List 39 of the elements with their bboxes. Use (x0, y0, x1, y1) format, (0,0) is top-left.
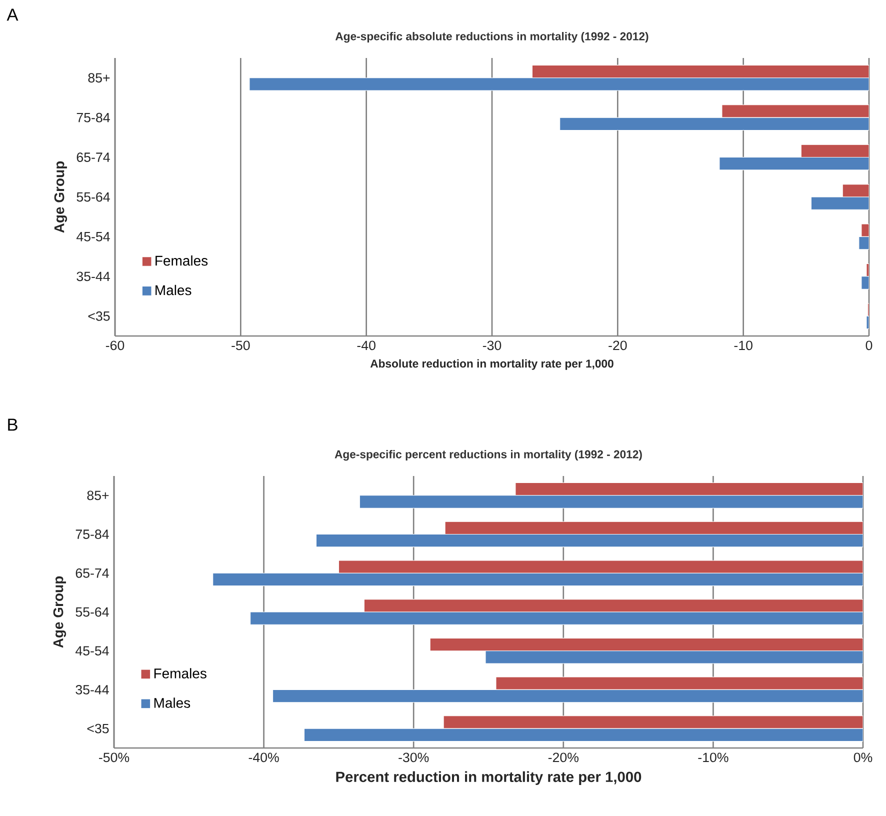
legend-label: Males (154, 698, 190, 708)
y-tick-label: 75-84 (76, 112, 110, 122)
y-tick-label: <35 (87, 724, 109, 734)
chart-title: Age-specific percent reductions in mortality (1992 - 2012) (334, 450, 642, 461)
legend-label: Females (156, 255, 208, 266)
y-tick-label: 75-84 (76, 530, 109, 539)
x-tick-label: -60 (106, 340, 124, 350)
x-tick-label: 0 (866, 340, 872, 350)
x-axis-title: Absolute reduction in mortality rate per 1,000 (370, 359, 614, 370)
y-tick-label: 65-74 (76, 568, 109, 578)
y-tick-label: 85+ (87, 490, 109, 500)
legend-label: Males (156, 284, 192, 296)
x-tick-label: -10 (734, 340, 752, 350)
x-tick-label: -20% (548, 752, 578, 762)
chart-title: Age-specific absolute reductions in mortality (1992 - 2012) (335, 32, 648, 43)
x-tick-label: -40 (357, 340, 376, 350)
text: B (8, 418, 18, 431)
x-tick-label: -10% (698, 752, 728, 762)
y-tick-label: <35 (88, 311, 110, 321)
legend-label: Females (154, 668, 206, 678)
x-tick-label: 0% (854, 752, 872, 762)
x-tick-label: -50% (99, 752, 130, 762)
y-tick-label: 45-54 (76, 232, 110, 242)
x-tick-label: -50 (232, 340, 250, 350)
x-tick-label: -20 (608, 340, 627, 350)
x-tick-label: -30% (398, 752, 429, 762)
y-tick-label: 85+ (88, 73, 110, 83)
y-tick-label: 45-54 (76, 646, 109, 656)
y-axis-title: Age Group (54, 161, 68, 233)
y-tick-label: 55-64 (76, 607, 109, 617)
x-axis-title: Percent reduction in mortality rate per 1,000 (336, 771, 642, 785)
text: A (6, 8, 18, 21)
y-tick-label: 35-44 (76, 684, 109, 694)
x-tick-label: -40% (248, 752, 279, 762)
y-tick-label: 65-74 (76, 152, 110, 162)
y-axis-title: Age Group (53, 576, 66, 648)
x-tick-label: -30 (482, 340, 502, 350)
y-tick-label: 55-64 (76, 192, 110, 202)
y-tick-label: 35-44 (76, 272, 110, 282)
